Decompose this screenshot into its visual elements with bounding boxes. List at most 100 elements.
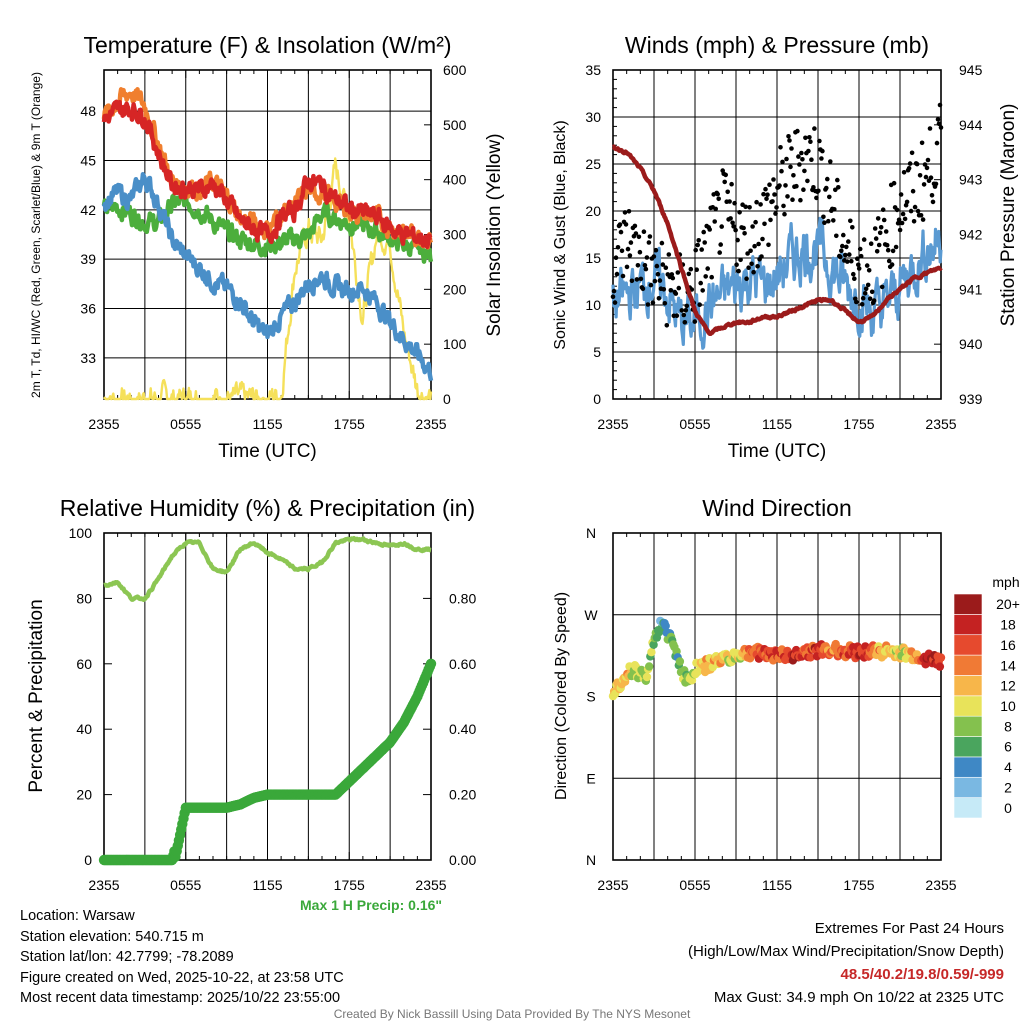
gust-dot <box>643 266 649 272</box>
temp-ylabel-left: 2m T, Td, HI/WC (Red, Green, Scarlet/Blu… <box>29 72 43 398</box>
rh-axes <box>103 532 432 861</box>
rh-ytick-right-label: 0.60 <box>449 656 476 672</box>
gust-dot <box>872 226 878 231</box>
temp-ytick-right-label: 600 <box>443 62 467 78</box>
winds-ytick-label: 30 <box>585 109 601 125</box>
gust-dot <box>788 164 793 170</box>
gust-dot <box>722 179 727 185</box>
gust-dot <box>681 312 687 318</box>
gust-dot <box>860 295 866 301</box>
gust-dot <box>908 208 914 214</box>
gust-dot <box>642 263 648 268</box>
gust-dot <box>891 180 897 186</box>
gust-dot <box>773 211 778 216</box>
gust-dot <box>765 192 770 197</box>
colorbar-swatch <box>953 736 983 758</box>
gust-dot <box>863 286 869 292</box>
gust-dot <box>709 274 714 280</box>
colorbar-swatch <box>953 756 983 778</box>
gust-dot <box>620 273 626 279</box>
winds-ytick-right-label: 941 <box>959 281 983 297</box>
winds-ytick-right-label: 939 <box>959 391 983 407</box>
winds-ytick-label: 35 <box>585 62 601 78</box>
gust-dot <box>683 308 689 313</box>
winds-title: Winds (mph) & Pressure (mb) <box>625 32 929 58</box>
gust-dot <box>906 166 912 171</box>
gust-dot <box>699 247 704 252</box>
gust-dot <box>893 244 899 250</box>
temp-ytick-label: 39 <box>80 251 96 267</box>
gust-dot <box>770 199 775 204</box>
gust-dot <box>613 255 619 260</box>
extremes-block: Extremes For Past 24 Hours (High/Low/Max… <box>688 917 1004 1009</box>
gust-dot <box>798 197 803 203</box>
gust-dot <box>894 207 900 213</box>
temp-ytick-right-label: 400 <box>443 172 467 188</box>
rh-ytick-right-label: 0.40 <box>449 721 476 737</box>
winds-xtick-label: 2355 <box>597 416 628 432</box>
direction-dots <box>608 616 946 701</box>
gust-dot <box>803 135 808 141</box>
gust-dot <box>751 269 756 275</box>
rh-ytick-label: 0 <box>84 852 92 868</box>
rh-ytick-label: 60 <box>76 656 92 672</box>
gust-dot <box>826 218 831 224</box>
temp-ytick-label: 45 <box>80 152 96 168</box>
gust-dot <box>937 102 943 108</box>
gust-dot <box>682 320 688 325</box>
location-text: Location: Warsaw <box>20 908 135 924</box>
gust-dot <box>745 251 750 256</box>
gust-dot <box>752 243 757 249</box>
gust-dot <box>839 248 844 254</box>
gust-dot <box>884 242 890 248</box>
colorbar-swatch <box>953 593 983 615</box>
winds-axes <box>612 69 942 400</box>
gust-dot <box>883 229 889 234</box>
gust-dot <box>856 266 862 271</box>
winds-ytick-right-label: 945 <box>959 62 983 78</box>
colorbar-swatch <box>953 715 983 737</box>
gust-dot <box>920 217 926 222</box>
gust-dot <box>911 219 917 224</box>
gust-dot <box>759 254 764 259</box>
extremes-values: 48.5/40.2/19.8/0.59/-999 <box>840 966 1004 983</box>
gust-dot <box>918 213 924 218</box>
direction-ylabel: Direction (Colored By Speed) <box>553 592 570 800</box>
gust-dot <box>725 189 730 195</box>
gust-dot <box>754 199 759 205</box>
gust-dot <box>696 238 701 243</box>
gust-dot <box>668 288 674 293</box>
temp-ytick-right-label: 0 <box>443 391 451 407</box>
gust-dot <box>664 323 670 328</box>
gust-dot <box>659 240 665 246</box>
rh-xtick-label: 0555 <box>170 877 201 893</box>
gust-dot <box>938 125 944 130</box>
extremes-title: Extremes For Past 24 Hours <box>814 920 1004 937</box>
gust-dot <box>817 138 822 144</box>
gust-dot <box>670 275 676 281</box>
gust-dot <box>728 216 733 221</box>
gust-dot <box>638 276 644 282</box>
gust-dot <box>838 254 843 260</box>
rh-frame <box>103 532 432 861</box>
precip-dots <box>98 658 437 866</box>
colorbar-label: 18 <box>1000 617 1016 633</box>
gust-dot <box>767 182 772 187</box>
gust-dot <box>774 205 779 210</box>
gust-dot <box>889 262 895 267</box>
colorbar-label: 8 <box>1004 718 1012 734</box>
gust-dot <box>732 200 737 206</box>
gust-dot <box>712 219 717 224</box>
gust-dot <box>885 247 891 253</box>
gust-dot <box>697 302 702 308</box>
colorbar-label: 0 <box>1004 800 1012 816</box>
gust-dot <box>831 218 836 223</box>
gust-dot <box>919 140 925 146</box>
gust-dot <box>733 227 738 233</box>
gust-dot <box>896 217 902 223</box>
gust-dot <box>910 188 916 194</box>
gust-dot <box>698 280 703 286</box>
gust-dot <box>876 242 882 248</box>
winds-xtick-label: 1755 <box>843 416 874 432</box>
gust-dot <box>612 300 618 305</box>
